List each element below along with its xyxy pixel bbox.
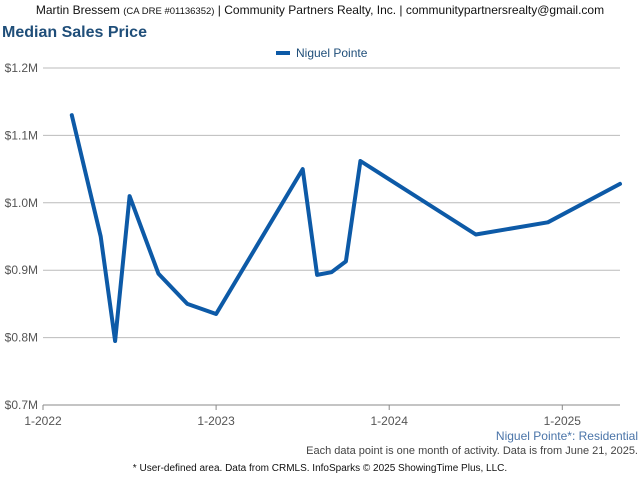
y-tick-label: $0.9M: [5, 263, 38, 277]
agent-name: Martin Bressem: [35, 3, 120, 17]
footer-credits: * User-defined area. Data from CRMLS. In…: [132, 463, 508, 474]
agent-dre: (CA DRE #01136352): [123, 6, 215, 17]
legend-label: Niguel Pointe: [296, 46, 368, 60]
chart-title: Median Sales Price: [2, 24, 147, 41]
y-tick-label: $0.8M: [5, 331, 38, 345]
y-tick-label: $0.7M: [5, 398, 38, 412]
x-tick-label: 1-2024: [371, 414, 409, 428]
area-label: Niguel Pointe*: Residential: [495, 429, 638, 443]
y-tick-label: $1.1M: [5, 128, 38, 142]
data-note: Each data point is one month of activity…: [306, 445, 638, 457]
x-tick-label: 1-2023: [197, 414, 235, 428]
y-tick-label: $1.0M: [5, 196, 38, 210]
series-line-niguel-pointe: [69, 113, 622, 343]
header-bar: Martin Bressem (CA DRE #01136352) | Comm…: [0, 0, 640, 21]
x-tick-label: 1-2022: [24, 414, 62, 428]
company-email: | Community Partners Realty, Inc. | comm…: [217, 3, 605, 17]
x-tick-label: 1-2025: [544, 414, 582, 428]
y-tick-label: $1.2M: [5, 61, 38, 75]
